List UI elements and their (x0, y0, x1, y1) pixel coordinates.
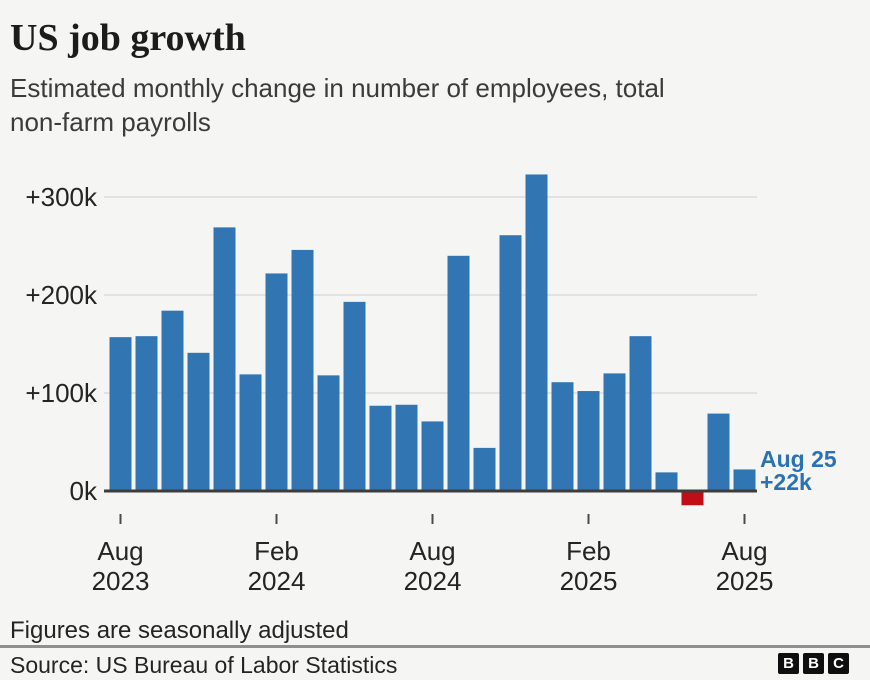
source-row: Source: US Bureau of Labor Statistics B … (0, 648, 870, 680)
bbc-logo: B B C (778, 653, 849, 674)
bar (577, 391, 600, 491)
chart-title: US job growth (10, 17, 246, 59)
bbc-logo-box-b2: B (803, 653, 824, 674)
bar (265, 273, 288, 491)
bar (135, 336, 158, 491)
y-tick-label: +200k (25, 280, 98, 310)
bar (421, 421, 444, 491)
x-tick-label-month: Aug (409, 536, 455, 566)
bar-chart: 0k+100k+200k+300kAug2023Feb2024Aug2024Fe… (25, 174, 837, 596)
x-tick-label-year: 2025 (716, 566, 774, 596)
x-tick-label-year: 2023 (92, 566, 150, 596)
x-tick-label-month: Feb (566, 536, 611, 566)
y-tick-label: +300k (25, 182, 98, 212)
bar (473, 447, 496, 491)
bbc-logo-box-c: C (828, 653, 849, 674)
axes (104, 489, 757, 524)
bar (291, 249, 314, 491)
bar (317, 375, 340, 491)
bar (213, 227, 236, 491)
x-tick-label-year: 2024 (404, 566, 462, 596)
bar (161, 310, 184, 491)
x-tick-label-month: Feb (254, 536, 299, 566)
bar (187, 352, 210, 491)
y-tick-label: 0k (70, 476, 98, 506)
bar (629, 336, 652, 491)
annotation-line1: Aug 25 (760, 446, 837, 472)
y-tick-label: +100k (25, 378, 98, 408)
x-tick-label-month: Aug (721, 536, 767, 566)
bars (109, 174, 756, 506)
annotation-line2: +22k (760, 469, 812, 495)
bar (447, 255, 470, 491)
chart-subtitle: Estimated monthly change in number of em… (10, 71, 665, 139)
bar (681, 492, 704, 506)
bar (655, 472, 678, 491)
bar (343, 301, 366, 491)
x-tick-label-year: 2024 (248, 566, 306, 596)
bbc-logo-box-b1: B (778, 653, 799, 674)
x-tick-label-year: 2025 (560, 566, 618, 596)
chart-subtitle-line2: non-farm payrolls (10, 107, 211, 137)
divider (0, 645, 870, 648)
bar (395, 404, 418, 491)
footnote: Figures are seasonally adjusted (10, 617, 349, 644)
bar (603, 373, 626, 491)
axis-labels: 0k+100k+200k+300kAug2023Feb2024Aug2024Fe… (25, 182, 773, 596)
bar (733, 469, 756, 491)
source-text: Source: US Bureau of Labor Statistics (10, 652, 398, 678)
chart-subtitle-line1: Estimated monthly change in number of em… (10, 73, 665, 103)
bar (551, 382, 574, 491)
bar (499, 235, 522, 491)
bar (707, 413, 730, 491)
x-tick-label-month: Aug (97, 536, 143, 566)
bar (239, 374, 262, 491)
bar (369, 405, 392, 491)
bar (109, 337, 132, 491)
bar (525, 174, 548, 491)
